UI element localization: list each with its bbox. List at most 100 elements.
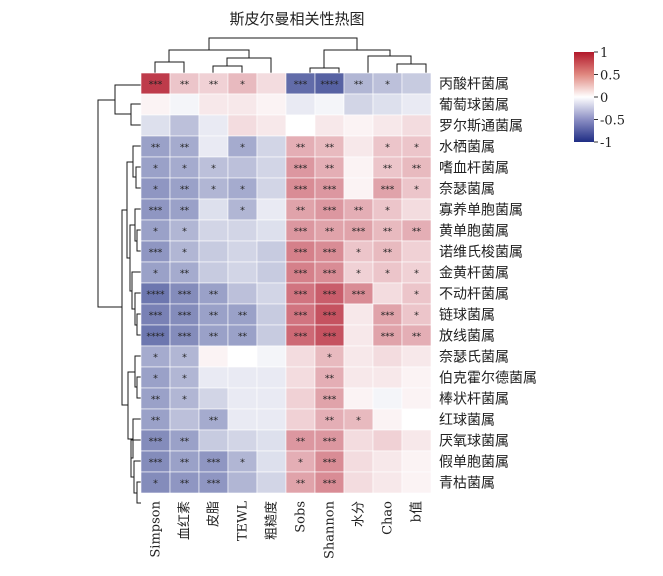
column-dendrogram [154, 37, 427, 73]
heatmap-cell [285, 387, 316, 410]
significance-mark: *** [381, 312, 395, 322]
heatmap-cell [343, 156, 374, 179]
significance-mark: *** [294, 291, 308, 301]
heatmap-cell [401, 366, 432, 389]
column-labels: Simpson 血红素 皮脂 TEWL 粗糙度 Sobs Shannon 水分 Chao b值 [149, 500, 425, 559]
heatmap-cell [169, 93, 200, 116]
significance-mark: *** [323, 312, 337, 322]
significance-mark: * [182, 249, 187, 259]
significance-mark: ** [325, 144, 335, 154]
significance-mark: ** [209, 333, 219, 343]
significance-mark: * [153, 270, 158, 280]
significance-mark: *** [323, 249, 337, 259]
column-label: Sobs [294, 501, 309, 533]
heatmap-cell [372, 429, 403, 452]
significance-mark: **** [321, 81, 340, 91]
colorbar-tick-label: 1 [600, 46, 608, 61]
heatmap-cell [256, 282, 287, 305]
heatmap-cell [140, 114, 171, 137]
significance-mark: ** [238, 312, 248, 322]
row-label: 棒状杆菌属 [439, 392, 509, 408]
significance-mark: *** [381, 186, 395, 196]
significance-mark: ** [209, 417, 219, 427]
significance-mark: * [211, 186, 216, 196]
significance-mark: *** [294, 312, 308, 322]
row-labels: 丙酸杆菌属葡萄球菌属罗尔斯通菌属水栖菌属嗜血杆菌属奈瑟菌属寡养单胞菌属黄单胞菌属… [439, 77, 537, 492]
column-label: 血红素 [177, 501, 193, 540]
significance-mark: *** [178, 312, 192, 322]
row-label: 丙酸杆菌属 [439, 77, 509, 93]
significance-mark: ** [412, 333, 422, 343]
column-label: TEWL [236, 501, 251, 542]
significance-mark: * [153, 480, 158, 490]
significance-mark: * [298, 459, 303, 469]
heatmap-cell [343, 471, 374, 494]
significance-mark: * [182, 396, 187, 406]
heatmap-cell [343, 114, 374, 137]
heatmap-cell [401, 93, 432, 116]
significance-mark: *** [294, 228, 308, 238]
significance-mark: *** [207, 459, 221, 469]
column-label: Simpson [149, 500, 164, 557]
significance-mark: ** [151, 396, 161, 406]
heatmap-cell [256, 324, 287, 347]
significance-mark: ** [209, 291, 219, 301]
colorbar-tick-label: 0.5 [600, 69, 621, 84]
heatmap-cell [256, 198, 287, 221]
heatmap-cell [256, 429, 287, 452]
significance-mark: *** [149, 249, 163, 259]
heatmap-cell [256, 93, 287, 116]
significance-mark: * [240, 81, 245, 91]
heatmap-cell [227, 282, 258, 305]
significance-mark: ** [151, 144, 161, 154]
heatmap-cell [256, 219, 287, 242]
significance-mark: *** [178, 333, 192, 343]
heatmap-cell [343, 429, 374, 452]
significance-mark: *** [149, 459, 163, 469]
heatmap-cell [198, 93, 229, 116]
significance-mark: ** [354, 81, 364, 91]
significance-mark: ** [383, 249, 393, 259]
column-label: 粗糙度 [264, 501, 280, 540]
heatmap-cell [343, 135, 374, 158]
significance-mark: ** [354, 207, 364, 217]
significance-mark: * [414, 270, 419, 280]
row-label: 金黄杆菌属 [439, 265, 509, 282]
significance-mark: ** [296, 438, 306, 448]
significance-mark: ** [180, 438, 190, 448]
heatmap-cell [372, 450, 403, 473]
heatmap-cell [372, 114, 403, 137]
heatmap-cell [169, 408, 200, 431]
significance-mark: * [153, 165, 158, 175]
heatmap-cell [256, 471, 287, 494]
significance-mark: * [182, 228, 187, 238]
significance-mark: *** [294, 333, 308, 343]
significance-mark: *** [323, 207, 337, 217]
heatmap-cell [372, 366, 403, 389]
significance-mark: ** [296, 480, 306, 490]
heatmap-cell [343, 93, 374, 116]
significance-mark: ** [325, 228, 335, 238]
heatmap-cell [372, 282, 403, 305]
heatmap-cell [140, 93, 171, 116]
heatmap-cell [198, 198, 229, 221]
significance-mark: ** [209, 81, 219, 91]
significance-mark: ** [296, 144, 306, 154]
heatmap-cell [256, 156, 287, 179]
heatmap-cell [401, 345, 432, 368]
colorbar-ticks: 1 0.5 0 -0.5 -1 [594, 46, 625, 151]
heatmap-cell [401, 240, 432, 263]
heatmap-cell [285, 408, 316, 431]
significance-mark: *** [294, 186, 308, 196]
significance-mark: ** [209, 312, 219, 322]
significance-mark: *** [381, 333, 395, 343]
row-label: 红球菌属 [439, 413, 495, 429]
heatmap-cell [198, 429, 229, 452]
heatmap-cell [372, 471, 403, 494]
significance-mark: *** [323, 396, 337, 406]
significance-mark: *** [323, 270, 337, 280]
significance-mark: ** [180, 207, 190, 217]
heatmap-cell [401, 72, 432, 95]
significance-mark: *** [352, 228, 366, 238]
